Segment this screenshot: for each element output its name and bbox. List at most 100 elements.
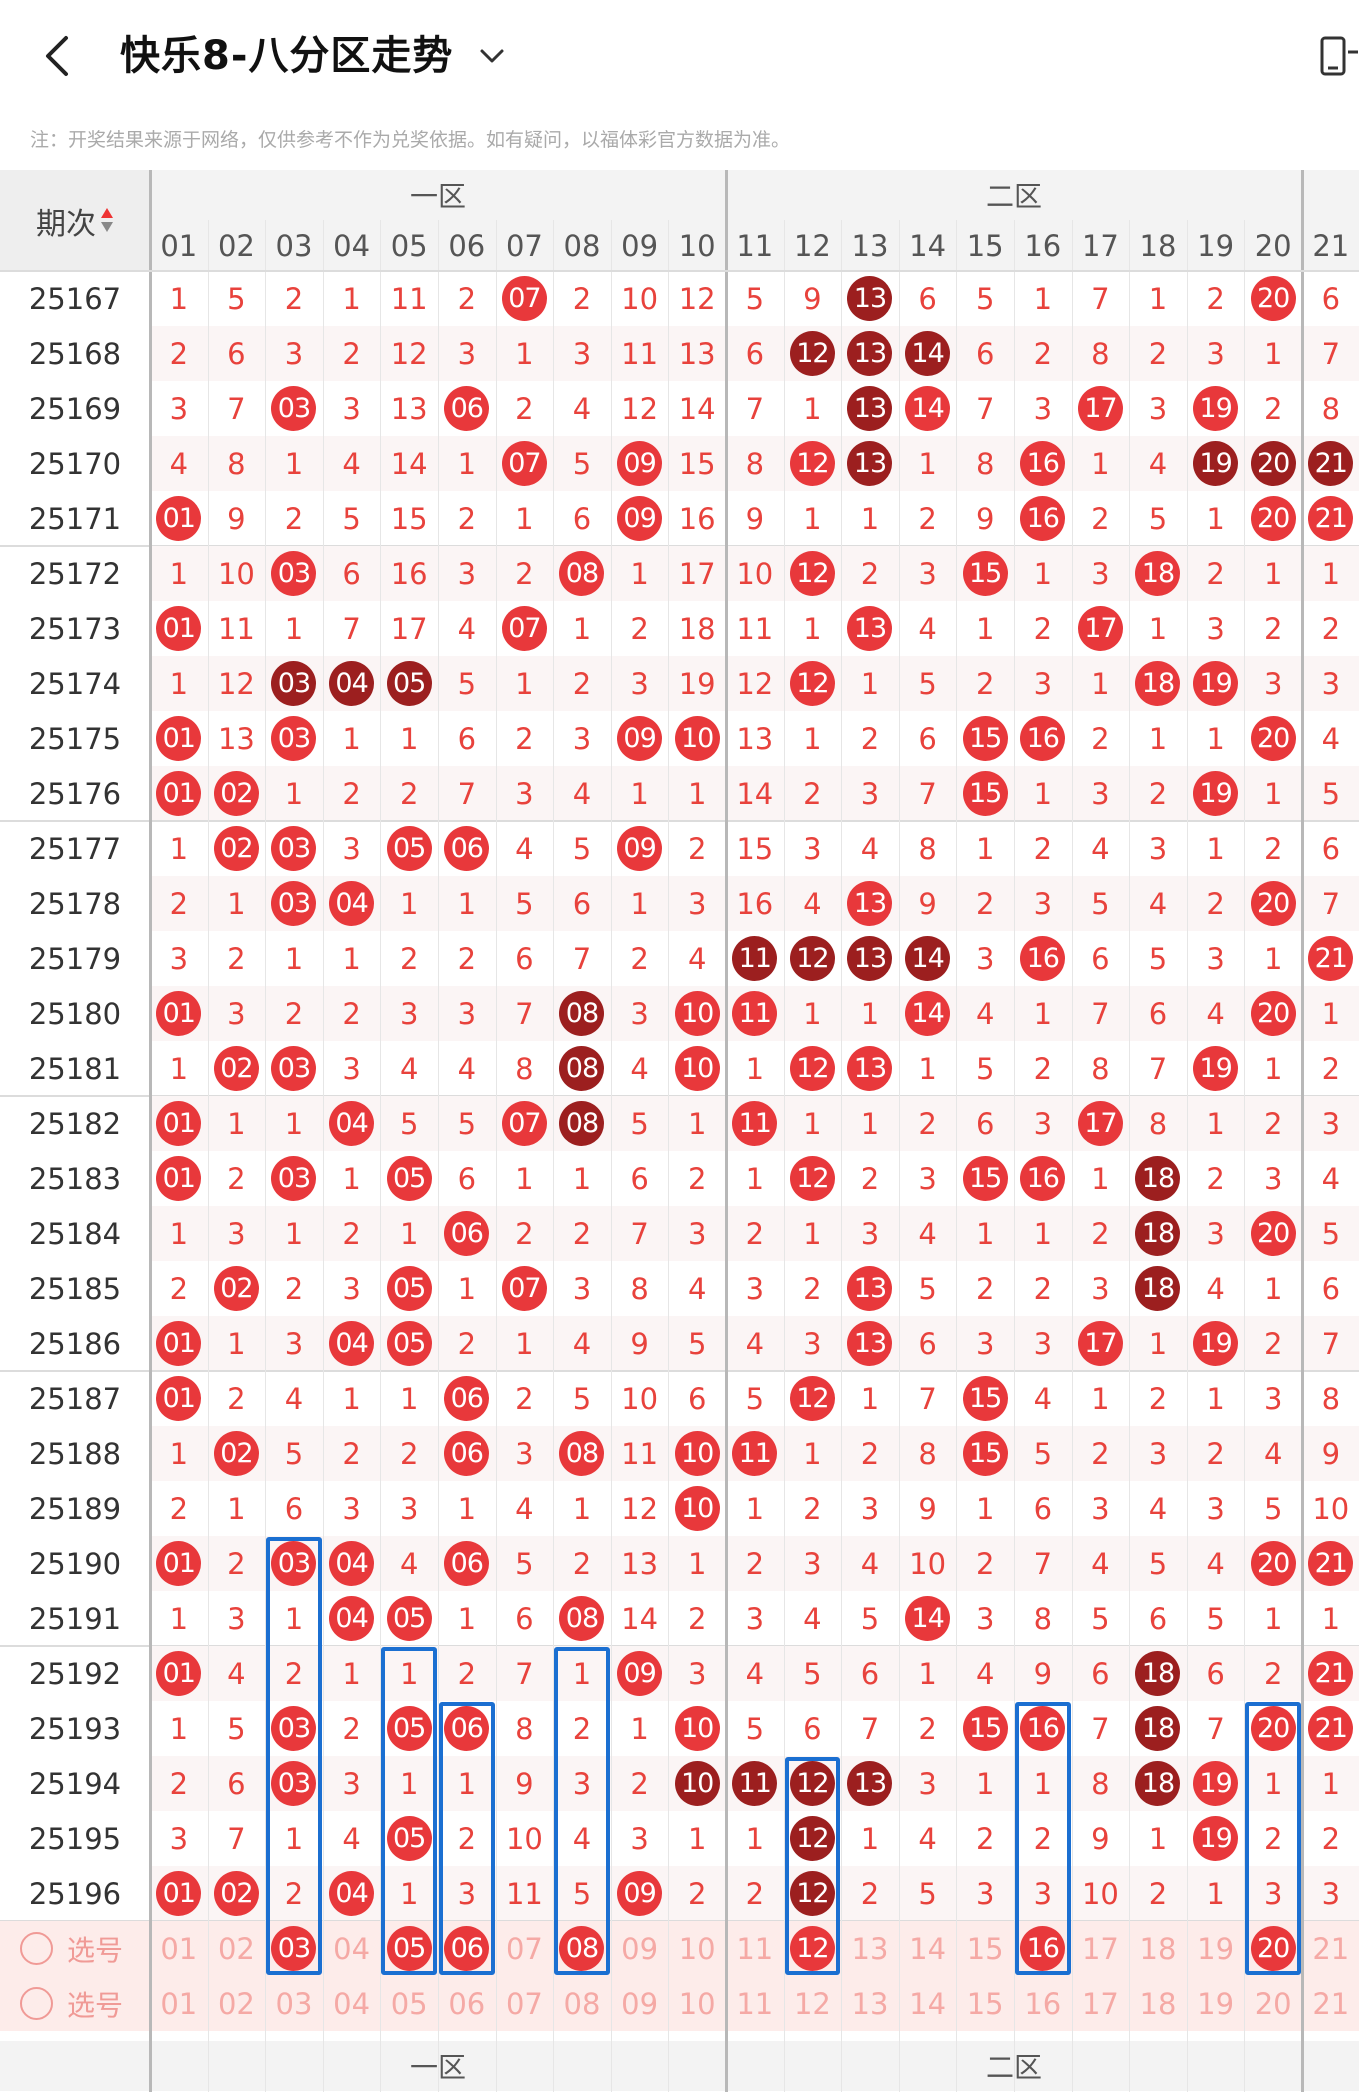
number-cell: 1 xyxy=(1244,326,1302,381)
miss-count: 4 xyxy=(745,1656,765,1691)
pick-number-cell[interactable]: 05 xyxy=(380,1921,438,1976)
pick-number-cell[interactable]: 14 xyxy=(899,1921,957,1976)
pick-number-cell[interactable]: 09 xyxy=(611,1921,669,1976)
pick-number-cell[interactable]: 08 xyxy=(553,1976,611,2031)
pick-number-toggle[interactable]: 选号 xyxy=(0,1976,150,2031)
miss-count: 8 xyxy=(1091,1766,1110,1801)
repeat-ball: 04 xyxy=(329,661,375,706)
miss-count: 2 xyxy=(1091,721,1110,756)
miss-count: 3 xyxy=(1033,1876,1053,1911)
zone-divider xyxy=(725,170,728,2092)
pick-number-cell[interactable]: 20 xyxy=(1244,1976,1302,2031)
pick-number-cell[interactable]: 01 xyxy=(150,1921,208,1976)
miss-count: 1 xyxy=(803,1106,822,1141)
number-cell: 1 xyxy=(553,1151,611,1206)
pick-number-cell[interactable]: 04 xyxy=(323,1921,381,1976)
miss-count: 3 xyxy=(342,1491,361,1526)
pick-number-cell[interactable]: 07 xyxy=(496,1921,554,1976)
pick-number-cell[interactable]: 04 xyxy=(323,1976,381,2031)
miss-count: 2 xyxy=(1033,611,1053,646)
miss-count: 1 xyxy=(630,776,649,811)
number-cell: 3 xyxy=(841,1481,899,1536)
pick-number-cell[interactable]: 14 xyxy=(899,1976,957,2031)
number-cell: 2 xyxy=(150,1481,208,1536)
number-cell: 21 xyxy=(1302,1646,1359,1701)
drawn-ball: 12 xyxy=(789,1376,835,1421)
pick-number-cell[interactable]: 15 xyxy=(956,1921,1014,1976)
column-divider xyxy=(438,220,439,2092)
pick-number-cell[interactable]: 09 xyxy=(611,1976,669,2031)
miss-count: 4 xyxy=(1091,831,1110,866)
number-cell: 2 xyxy=(208,1151,266,1206)
miss-count: 2 xyxy=(1263,611,1283,646)
pick-number-cell[interactable]: 12 xyxy=(784,1921,842,1976)
pick-number-cell[interactable]: 12 xyxy=(784,1976,842,2031)
back-button[interactable] xyxy=(38,28,88,84)
pick-number-cell[interactable]: 02 xyxy=(208,1976,266,2031)
number-cell: 1 xyxy=(784,1426,842,1481)
miss-count: 3 xyxy=(1321,1876,1341,1911)
rotate-screen-button[interactable] xyxy=(1318,32,1359,82)
miss-count: 3 xyxy=(169,1821,189,1856)
pick-number-cell[interactable]: 10 xyxy=(668,1976,726,2031)
miss-count: 1 xyxy=(1206,831,1225,866)
drawn-ball: 17 xyxy=(1077,1321,1123,1366)
pick-number-cell[interactable]: 05 xyxy=(380,1976,438,2031)
number-cell: 2 xyxy=(553,1536,611,1591)
miss-count: 6 xyxy=(745,336,765,371)
pick-number-cell[interactable]: 03 xyxy=(265,1921,323,1976)
pick-number-cell[interactable]: 20 xyxy=(1244,1921,1302,1976)
number-cell: 1 xyxy=(668,1096,726,1151)
pick-number-cell[interactable]: 08 xyxy=(553,1921,611,1976)
pick-number-cell[interactable]: 06 xyxy=(438,1921,496,1976)
title-dropdown-button[interactable] xyxy=(472,36,512,76)
number-cell: 8 xyxy=(1072,1041,1130,1096)
column-header: 11 xyxy=(726,220,784,271)
pick-number-cell[interactable]: 21 xyxy=(1302,1976,1359,2031)
pick-number-cell[interactable]: 21 xyxy=(1302,1921,1359,1976)
number-cell: 2 xyxy=(841,1866,899,1921)
pick-number-cell[interactable]: 13 xyxy=(841,1921,899,1976)
number-cell: 3 xyxy=(668,1206,726,1261)
pick-number-cell[interactable]: 11 xyxy=(726,1976,784,2031)
pick-number: 14 xyxy=(909,1931,947,1966)
pick-number-cell[interactable]: 17 xyxy=(1072,1976,1130,2031)
number-cell: 14 xyxy=(899,931,957,986)
number-cell: 2 xyxy=(1244,1811,1302,1866)
pick-number-cell[interactable]: 10 xyxy=(668,1921,726,1976)
pick-number-cell[interactable]: 07 xyxy=(496,1976,554,2031)
pick-number-cell[interactable]: 02 xyxy=(208,1921,266,1976)
miss-count: 2 xyxy=(342,1436,361,1471)
number-cell: 10 xyxy=(1072,1866,1130,1921)
period-sort-header[interactable]: 期次 xyxy=(0,170,150,271)
pick-number-cell[interactable]: 16 xyxy=(1014,1976,1072,2031)
number-cell: 3 xyxy=(611,1811,669,1866)
pick-number-cell[interactable]: 18 xyxy=(1129,1921,1187,1976)
period-cell: 25188 xyxy=(28,1436,122,1471)
pick-number-cell[interactable]: 15 xyxy=(956,1976,1014,2031)
number-cell: 20 xyxy=(1244,876,1302,931)
number-cell: 1 xyxy=(380,876,438,931)
pick-number-cell[interactable]: 16 xyxy=(1014,1921,1072,1976)
number-cell: 7 xyxy=(1302,876,1359,931)
pick-number-cell[interactable]: 19 xyxy=(1187,1976,1245,2031)
pick-number-toggle[interactable]: 选号 xyxy=(0,1921,150,1976)
pick-number-cell[interactable]: 06 xyxy=(438,1976,496,2031)
pick-number-cell[interactable]: 19 xyxy=(1187,1921,1245,1976)
number-cell: 5 xyxy=(438,656,496,711)
repeat-ball: 12 xyxy=(789,1871,835,1916)
repeat-ball: 13 xyxy=(847,1761,893,1806)
pick-number-cell[interactable]: 13 xyxy=(841,1976,899,2031)
pick-number-cell[interactable]: 01 xyxy=(150,1976,208,2031)
miss-count: 7 xyxy=(515,996,534,1031)
number-cell: 10 xyxy=(668,986,726,1041)
pick-number-cell[interactable]: 17 xyxy=(1072,1921,1130,1976)
number-cell: 2 xyxy=(611,601,669,656)
pick-number-cell[interactable]: 03 xyxy=(265,1976,323,2031)
miss-count: 2 xyxy=(1033,336,1053,371)
drawn-ball: 10 xyxy=(674,1431,720,1476)
miss-count: 3 xyxy=(227,1216,246,1251)
pick-number-cell[interactable]: 18 xyxy=(1129,1976,1187,2031)
pick-number-cell[interactable]: 11 xyxy=(726,1921,784,1976)
number-cell: 1 xyxy=(1014,1206,1072,1261)
